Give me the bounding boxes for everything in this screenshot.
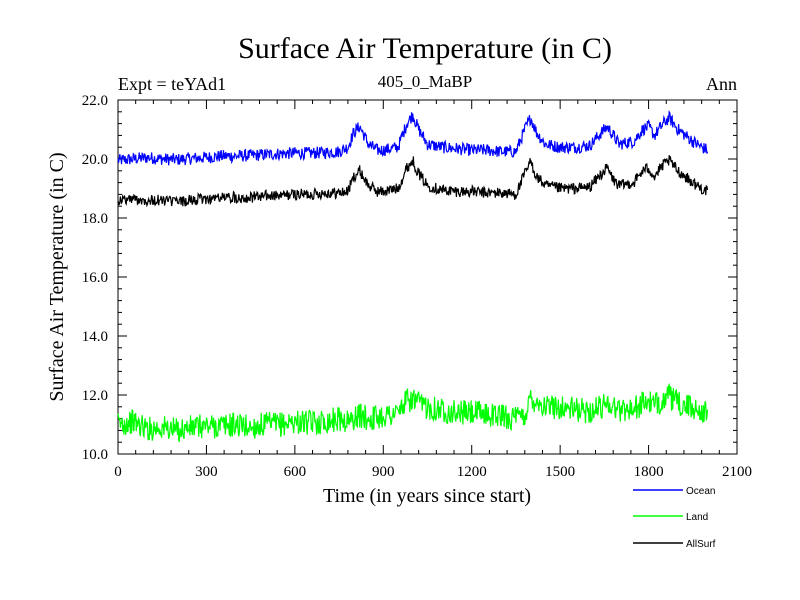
series-lines bbox=[117, 110, 709, 443]
x-tick-label: 1500 bbox=[545, 464, 575, 480]
experiment-label: Expt = teYAd1 bbox=[118, 74, 226, 94]
x-tick-label: 2100 bbox=[722, 464, 752, 480]
x-tick-label: 300 bbox=[195, 464, 218, 480]
legend-label-ocean: Ocean bbox=[686, 486, 715, 497]
y-tick-label: 14.0 bbox=[82, 329, 108, 345]
x-axis-ticks bbox=[117, 100, 738, 454]
legend: Ocean Land AllSurf bbox=[633, 486, 716, 550]
series-line-allsurf bbox=[117, 155, 709, 208]
x-axis-tick-labels: 0 300 600 900 1200 1500 1800 2100 bbox=[114, 464, 752, 480]
legend-label-land: Land bbox=[686, 512, 708, 523]
y-tick-label: 22.0 bbox=[82, 93, 108, 109]
x-tick-label: 1200 bbox=[457, 464, 487, 480]
period-label: Ann bbox=[706, 74, 737, 94]
y-tick-label: 16.0 bbox=[82, 270, 108, 286]
x-tick-label: 0 bbox=[114, 464, 122, 480]
legend-label-allsurf: AllSurf bbox=[686, 539, 716, 550]
x-tick-label: 1800 bbox=[634, 464, 664, 480]
x-tick-label: 900 bbox=[372, 464, 395, 480]
y-tick-label: 20.0 bbox=[82, 152, 108, 168]
x-axis-label: Time (in years since start) bbox=[323, 485, 531, 507]
series-line-land bbox=[117, 382, 709, 443]
y-tick-label: 10.0 bbox=[82, 447, 108, 463]
x-tick-label: 600 bbox=[284, 464, 307, 480]
chart-subtitle: 405_0_MaBP bbox=[378, 72, 472, 91]
y-tick-label: 18.0 bbox=[82, 211, 108, 227]
y-axis-tick-labels: 10.0 12.0 14.0 16.0 18.0 20.0 22.0 bbox=[82, 93, 108, 463]
series-line-ocean bbox=[117, 110, 709, 166]
chart-title: Surface Air Temperature (in C) bbox=[238, 32, 612, 65]
y-axis-label: Surface Air Temperature (in C) bbox=[46, 152, 68, 401]
y-tick-label: 12.0 bbox=[82, 388, 108, 404]
